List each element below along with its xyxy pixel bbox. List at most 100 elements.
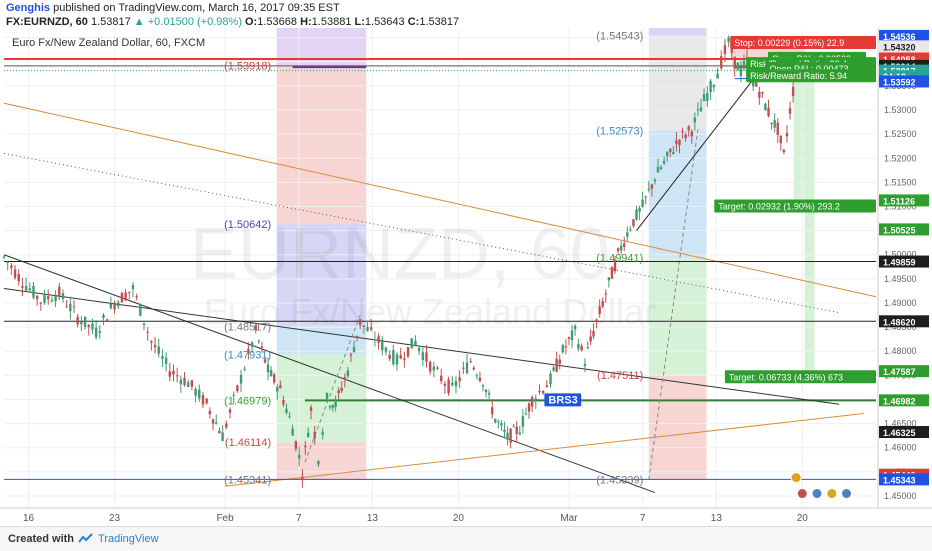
candle-body-143 [503, 429, 506, 433]
candle-body-226 [764, 103, 767, 111]
range-box-9 [648, 130, 707, 258]
range-box-8 [648, 35, 707, 131]
candle-body-4 [17, 273, 20, 282]
annotation-text-6: Target: 0.06733 (4.36%) 673 [729, 372, 843, 382]
candle-body-83 [297, 454, 301, 459]
candle-body-209 [709, 80, 712, 93]
trend-line-7 [304, 314, 361, 463]
candle-body-55 [205, 398, 208, 404]
range-box-4 [276, 354, 367, 401]
candle-body-23 [87, 324, 90, 327]
candle-body-208 [706, 92, 709, 102]
candle-body-215 [730, 45, 733, 54]
candle-body-222 [751, 79, 755, 87]
candle-body-45 [168, 371, 172, 377]
candle-body-92 [328, 406, 332, 408]
candle-body-180 [619, 245, 623, 251]
candle-body-8 [32, 285, 35, 298]
trend-line-6 [636, 71, 760, 231]
price-label-box-8 [879, 75, 929, 88]
candle-body-89 [317, 461, 320, 465]
candle-body-25 [94, 327, 98, 338]
candle-body-34 [128, 291, 131, 293]
candle-body-93 [331, 405, 334, 409]
candle-body-44 [164, 357, 168, 365]
range-box-7 [648, 28, 707, 36]
candle-body-224 [758, 91, 761, 98]
candle-body-227 [767, 107, 770, 117]
candle-body-198 [675, 140, 678, 144]
range-box-6 [276, 442, 367, 480]
chart-title: Euro Fx/New Zealand Dollar, 60, FXCM [12, 37, 205, 49]
candle-body-154 [538, 390, 541, 392]
candle-body-105 [370, 327, 373, 330]
annotation-box-5 [714, 199, 876, 213]
time-axis-background [0, 508, 932, 526]
candle-body-128 [454, 381, 458, 387]
candle-body-47 [175, 375, 179, 377]
trend-line-5 [3, 152, 840, 314]
candle-body-95 [337, 390, 340, 394]
candle-body-65 [239, 374, 243, 384]
candle-body-107 [377, 336, 380, 343]
trend-line-4 [225, 412, 864, 487]
annotation-box-6 [724, 370, 876, 384]
y-tick-4: 1.52500 [884, 129, 917, 139]
candle-body-117 [414, 340, 417, 346]
candle-body-37 [139, 304, 142, 316]
candle-body-169 [586, 347, 589, 349]
candle-body-72 [263, 359, 267, 363]
x-tick-3: 7 [296, 513, 302, 524]
candle-body-59 [218, 430, 221, 434]
y-tick-19: 1.45000 [884, 491, 917, 501]
candle-body-64 [236, 385, 239, 392]
candle-body-110 [388, 354, 391, 360]
range-label-10: (1.47511) [597, 370, 643, 382]
candle-body-171 [592, 330, 595, 337]
open-label: O: [245, 16, 258, 28]
candle-body-151 [527, 403, 531, 412]
candle-body-182 [626, 232, 629, 237]
candle-body-235 [791, 86, 795, 96]
publish-line: Genghis published on TradingView.com, Ma… [6, 2, 340, 14]
candle-body-19 [72, 306, 76, 308]
candle-body-177 [610, 267, 614, 279]
range-box-1 [276, 65, 367, 224]
author-name[interactable]: Genghis [6, 2, 51, 14]
candle-body-62 [228, 409, 232, 413]
candle-body-134 [475, 375, 479, 377]
candle-body-76 [276, 387, 279, 392]
price-label-box-12 [879, 315, 929, 328]
annotation-text-7: BRS3 [548, 394, 577, 406]
candle-body-146 [512, 426, 515, 428]
x-tick-8: 13 [711, 513, 723, 524]
range-box-5 [276, 400, 367, 443]
range-box-11 [648, 374, 707, 480]
low-value: 1.53643 [364, 16, 405, 28]
candle-body-91 [325, 393, 329, 400]
high-label: H: [300, 16, 312, 28]
x-tick-4: 13 [367, 513, 379, 524]
x-tick-5: 20 [453, 513, 465, 524]
range-label-6: (1.45341) [224, 474, 271, 486]
candle-body-63 [232, 394, 235, 396]
price-axis: 1.545001.540001.535001.530001.525001.520… [877, 28, 932, 508]
candle-body-145 [509, 428, 512, 443]
price-label-box-10 [879, 223, 929, 236]
candle-body-213 [723, 45, 727, 55]
candle-body-207 [702, 94, 706, 101]
candle-body-61 [225, 423, 228, 428]
candle-body-119 [421, 352, 425, 360]
candle-body-71 [260, 346, 264, 348]
symbol-label: FX:EURNZD, 60 [6, 16, 88, 28]
candle-body-231 [779, 135, 783, 144]
candle-body-164 [570, 330, 574, 340]
candle-body-206 [699, 107, 703, 112]
candle-body-36 [135, 295, 138, 298]
candle-body-161 [561, 345, 565, 353]
tradingview-brand[interactable]: TradingView [98, 533, 159, 545]
event-flag-icon-4 [841, 488, 853, 500]
annotation-text-4: Risk/Reward Ratio: 5.94 [750, 71, 847, 81]
